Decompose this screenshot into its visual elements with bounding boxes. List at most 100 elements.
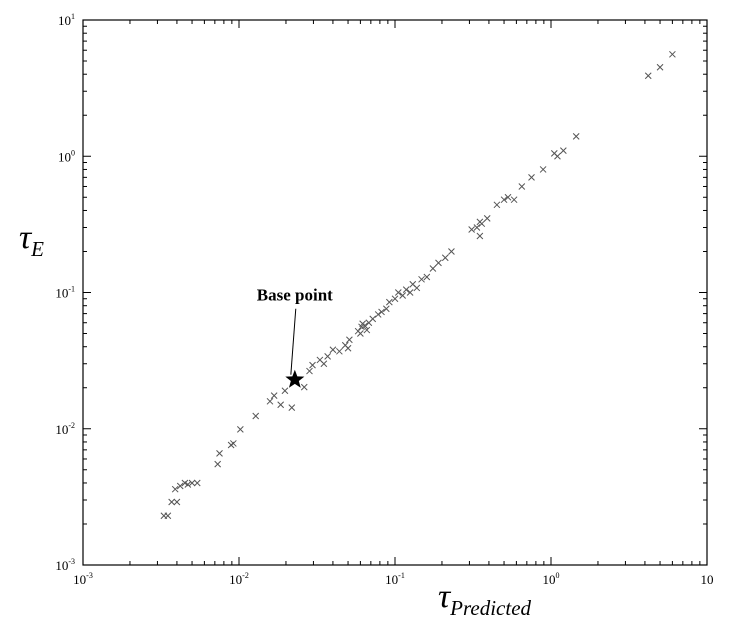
x-axis-label-subscript: Predicted <box>449 596 531 620</box>
data-point <box>184 481 192 488</box>
annotation-label: Base point <box>257 286 333 305</box>
data-point <box>252 412 260 420</box>
data-point-stroke <box>344 344 352 352</box>
data-point-stroke <box>329 346 337 354</box>
data-point-stroke <box>644 72 652 80</box>
x-tick-label-exponent: 0 <box>556 571 560 580</box>
data-point <box>423 273 431 281</box>
data-point-stroke <box>394 289 402 296</box>
y-tick-label: 100 <box>58 148 75 164</box>
data-point <box>378 308 385 316</box>
data-point-stroke <box>478 220 486 228</box>
data-point <box>363 326 371 334</box>
data-point-stroke <box>423 273 431 281</box>
data-point-stroke <box>374 311 382 318</box>
data-point-stroke <box>550 150 558 157</box>
data-point-stroke <box>409 280 417 288</box>
data-point <box>500 196 508 204</box>
data-point-stroke <box>316 356 324 364</box>
data-point-stroke <box>229 440 237 447</box>
data-point <box>357 330 364 337</box>
data-point <box>528 174 535 181</box>
data-point-stroke <box>369 315 377 323</box>
y-tick-label-base: 10 <box>58 149 71 164</box>
x-tick-label-exponent: -1 <box>398 571 405 580</box>
y-tick-label: 101 <box>58 12 75 28</box>
data-point <box>504 193 512 201</box>
data-point-stroke <box>236 425 244 433</box>
axis-ticks <box>82 20 707 566</box>
y-axis-label-symbol: τ <box>19 219 33 256</box>
x-tick-label-base: 10 <box>229 572 242 587</box>
data-point-stroke <box>391 295 399 303</box>
data-point-stroke <box>406 289 414 296</box>
data-point-stroke <box>214 460 222 468</box>
data-point-stroke <box>188 479 196 487</box>
annotation: Base point <box>257 286 333 375</box>
data-point <box>229 440 237 447</box>
data-point <box>188 479 196 487</box>
data-point-stroke <box>281 387 289 395</box>
data-point <box>406 289 414 296</box>
data-point-stroke <box>493 201 501 209</box>
data-point-stroke <box>361 322 369 330</box>
data-point-stroke <box>336 347 343 355</box>
data-point <box>173 498 181 506</box>
data-point <box>270 392 278 399</box>
data-point-stroke <box>252 412 260 420</box>
data-point-stroke <box>320 360 328 368</box>
plot-frame <box>82 19 708 566</box>
data-point-stroke <box>402 286 410 293</box>
data-point-stroke <box>510 196 518 204</box>
data-point-stroke <box>266 397 274 405</box>
data-point <box>336 347 343 355</box>
y-tick-label-exponent: 0 <box>71 148 75 157</box>
data-point-stroke <box>382 305 390 313</box>
x-tick-label: 10-1 <box>385 571 405 587</box>
data-point <box>413 284 421 292</box>
data-point <box>346 336 353 344</box>
data-point-stroke <box>306 367 313 375</box>
x-tick-label-base: 10 <box>385 572 398 587</box>
data-point <box>435 259 442 267</box>
y-tick-label-base: 10 <box>55 286 68 301</box>
data-point <box>429 265 437 272</box>
x-axis-label: τPredicted <box>438 578 532 620</box>
data-point <box>539 166 547 173</box>
y-tick-label-exponent: -1 <box>68 285 75 294</box>
data-point-stroke <box>164 512 172 520</box>
x-tick-label-exponent: -2 <box>242 571 249 580</box>
data-point-stroke <box>441 254 449 262</box>
data-point-stroke <box>346 336 353 344</box>
y-tick-label-base: 10 <box>55 558 68 573</box>
data-point <box>281 387 289 395</box>
x-tick-label-base: 10 <box>701 572 714 587</box>
data-point-stroke <box>418 275 425 283</box>
x-tick-label-base: 10 <box>543 572 556 587</box>
data-point <box>288 404 296 411</box>
x-tick-label: 100 <box>543 571 560 587</box>
y-tick-label: 10-1 <box>55 285 75 301</box>
data-point-stroke <box>324 352 331 360</box>
data-point-stroke <box>385 298 393 306</box>
y-tick-label-exponent: -3 <box>68 557 75 566</box>
data-point-stroke <box>572 132 580 140</box>
data-point-stroke <box>554 152 561 160</box>
data-point <box>164 512 172 520</box>
data-point <box>382 305 390 313</box>
data-point-stroke <box>518 183 526 190</box>
data-point-stroke <box>539 166 547 173</box>
y-tick-label-base: 10 <box>58 13 71 28</box>
data-point-stroke <box>448 248 455 255</box>
data-point-stroke <box>399 292 407 299</box>
data-points <box>160 50 676 520</box>
data-point-stroke <box>435 259 442 267</box>
data-point-stroke <box>363 326 371 334</box>
data-point-stroke <box>483 215 491 222</box>
data-point-stroke <box>176 482 184 490</box>
data-point-stroke <box>669 50 676 58</box>
x-axis-label-symbol: τ <box>438 578 452 615</box>
y-tick-label: 10-3 <box>55 557 75 573</box>
data-point-stroke <box>500 196 508 204</box>
data-point-stroke <box>473 224 481 231</box>
